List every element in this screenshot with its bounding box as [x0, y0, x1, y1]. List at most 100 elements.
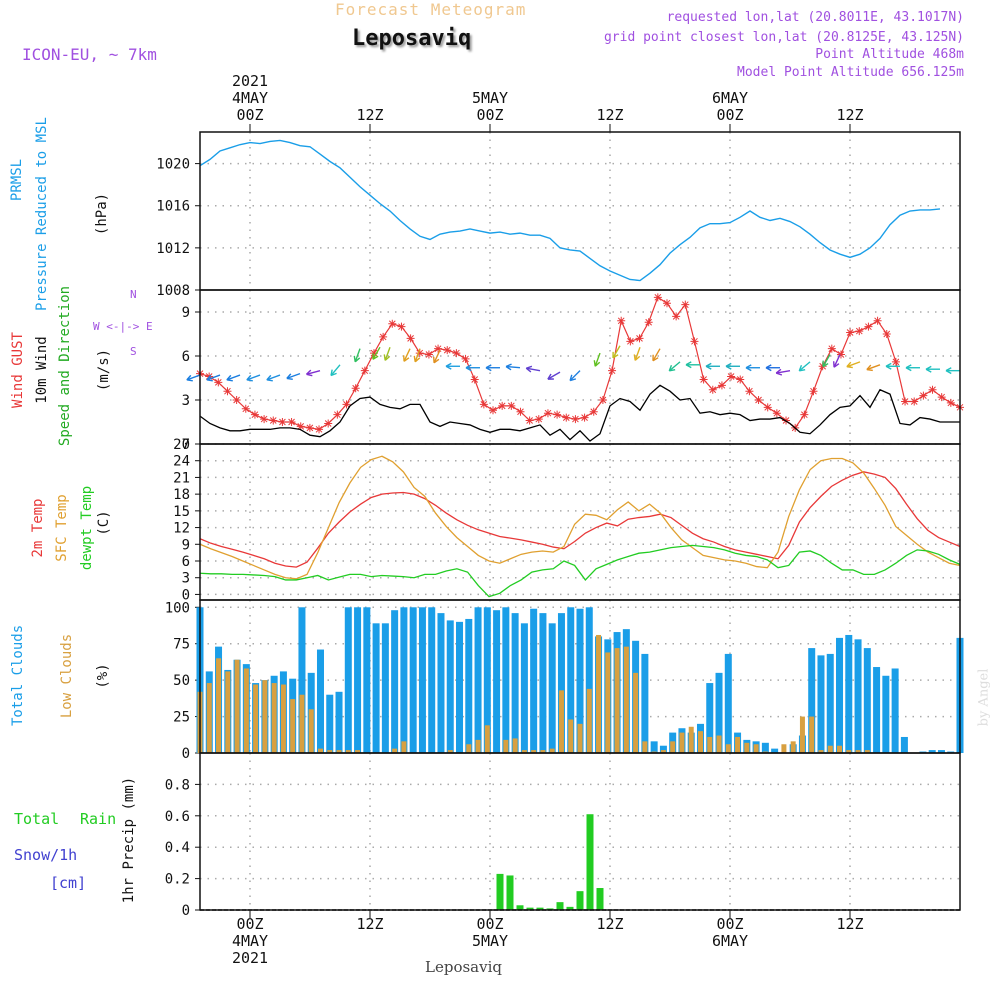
- gust-marker: [910, 397, 919, 406]
- y-tick-label: 6: [182, 554, 190, 570]
- gust-marker: [452, 349, 461, 358]
- wind-arrow-head: [505, 363, 512, 371]
- wind-arrow: [725, 362, 740, 370]
- wind-arrow-shaft: [384, 346, 391, 361]
- wind-arrow: [505, 363, 521, 371]
- wind-arrow-head: [372, 353, 379, 360]
- total-cloud-bar: [530, 608, 538, 753]
- y-tick-label: 0: [182, 746, 190, 762]
- wind-arrow-head: [866, 364, 873, 372]
- time-label-top: 2021: [232, 72, 268, 90]
- gust-marker: [589, 407, 598, 416]
- gust-marker: [351, 384, 360, 393]
- wind-arrow-shaft: [526, 367, 541, 372]
- wind-arrow-head: [353, 355, 361, 363]
- total-cloud-bar: [363, 607, 371, 753]
- y-tick-label: 0.2: [165, 872, 190, 888]
- wind-arrow-shaft: [354, 348, 361, 363]
- wind-arrow-head: [547, 373, 554, 380]
- total-cloud-bar: [891, 668, 899, 753]
- gust-marker: [736, 375, 745, 384]
- gust-marker: [635, 334, 644, 343]
- wind-arrow-head: [685, 361, 692, 369]
- precip-bar: [566, 906, 574, 910]
- low-cloud-bar: [790, 741, 796, 753]
- y-tick-label: 0.6: [165, 809, 190, 825]
- total-cloud-bar: [548, 623, 556, 753]
- wind-arrow-head: [286, 373, 293, 380]
- precip-bar: [496, 873, 504, 910]
- low-cloud-bar: [735, 736, 741, 753]
- total-cloud-bar: [437, 613, 445, 753]
- wind-arrow-head: [403, 355, 410, 362]
- gust-marker: [415, 349, 424, 358]
- low-cloud-bar: [280, 684, 286, 753]
- gust-marker: [717, 381, 726, 390]
- wind-arrow: [445, 362, 460, 370]
- wind-arrow: [569, 370, 581, 382]
- wind-arrow: [652, 348, 661, 362]
- gust-marker: [891, 357, 900, 366]
- low-cloud-bar: [642, 741, 648, 753]
- time-label-bottom: 00Z: [716, 915, 743, 933]
- gust-marker: [360, 366, 369, 375]
- y-tick-label: 1012: [156, 241, 190, 257]
- gust-marker: [571, 415, 580, 424]
- wind-arrow-head: [745, 364, 752, 372]
- low-cloud-bar: [614, 648, 620, 753]
- total-cloud-bar: [724, 653, 732, 753]
- wind-arrow-shaft: [372, 346, 381, 360]
- low-cloud-bar: [688, 726, 694, 753]
- y-tick-label: 12: [173, 521, 190, 537]
- gust-marker: [882, 330, 891, 338]
- gust-marker: [260, 415, 269, 424]
- wind-arrow-head: [186, 374, 193, 382]
- wind-arrow-shaft: [414, 348, 421, 363]
- wind-arrow: [330, 364, 341, 377]
- total-cloud-bar: [863, 648, 871, 753]
- total-cloud-bar: [400, 607, 408, 753]
- requested-coords: requested lon,lat (20.8011E, 43.1017N): [666, 10, 964, 25]
- low-cloud-bar: [447, 750, 453, 753]
- gust-marker: [873, 316, 882, 325]
- wind-arrow-shaft: [798, 361, 811, 372]
- gust-marker: [617, 316, 626, 325]
- wind-arrow: [798, 361, 811, 372]
- gust-marker: [846, 328, 855, 337]
- wind-arrow: [846, 361, 861, 369]
- gust-marker: [946, 398, 955, 407]
- wind-arrow: [945, 367, 960, 375]
- gust-marker: [681, 300, 690, 309]
- model-label: ICON-EU, ~ 7km: [22, 45, 157, 64]
- y-tick-label: 18: [173, 487, 190, 503]
- time-label-bottom: 2021: [232, 949, 268, 967]
- total-cloud-bar: [483, 607, 491, 753]
- low-cloud-bar: [336, 750, 342, 753]
- gust-marker: [626, 337, 635, 346]
- low-cloud-bar: [781, 744, 787, 753]
- time-label-top: 12Z: [836, 106, 863, 124]
- gust-marker: [223, 387, 232, 396]
- gust-marker: [763, 403, 772, 412]
- gust-marker: [315, 425, 324, 434]
- wind-arrow-shaft: [594, 352, 601, 367]
- wind-arrow-shaft: [612, 345, 621, 359]
- time-label-top: 00Z: [716, 106, 743, 124]
- low-cloud-bar: [243, 668, 249, 753]
- time-label-bottom: 12Z: [356, 915, 383, 933]
- wind-arrow-head: [652, 354, 659, 362]
- low-cloud-bar: [837, 745, 843, 753]
- low-cloud-bar: [818, 750, 824, 753]
- time-label-top: 12Z: [596, 106, 623, 124]
- low-cloud-bar: [512, 738, 518, 753]
- gridpoint-coords: grid point closest lon,lat (20.8125E, 43…: [603, 30, 964, 45]
- low-cloud-bar: [216, 658, 222, 753]
- gust-marker: [708, 385, 717, 394]
- wind-arrow-shaft: [226, 374, 241, 381]
- wind-arrow-shaft: [569, 370, 581, 382]
- panel-frame: [199, 131, 961, 291]
- gust-marker: [470, 375, 479, 384]
- wind-arrow: [433, 349, 441, 364]
- total-cloud-bar: [418, 607, 426, 753]
- total-cloud-bar: [567, 607, 575, 753]
